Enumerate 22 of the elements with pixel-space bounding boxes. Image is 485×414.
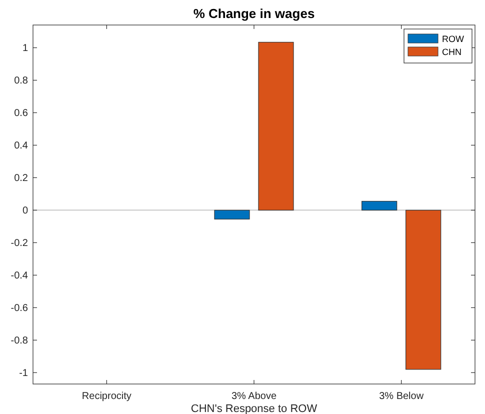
bar — [258, 42, 294, 210]
y-tick-label: 0 — [22, 206, 28, 217]
bar — [362, 200, 398, 210]
x-tick-label: 3% Above — [231, 391, 277, 402]
bar — [406, 210, 442, 370]
y-tick-label: -0.6 — [10, 303, 28, 314]
y-tick-label: 1 — [22, 43, 28, 54]
y-tick-label: 0.8 — [14, 76, 28, 87]
y-tick-label: 0.6 — [14, 108, 28, 120]
chart-title: % Change in wages — [193, 6, 315, 21]
y-tick-label: -1 — [19, 368, 28, 380]
bar — [214, 210, 250, 220]
x-tick-label: Reciprocity — [82, 391, 132, 402]
y-tick-label: -0.4 — [10, 270, 28, 282]
y-tick-label: 0.4 — [14, 140, 28, 152]
legend-label: CHN — [442, 47, 462, 58]
x-tick-label: 3% Below — [379, 391, 424, 402]
x-axis-title: CHN's Response to ROW — [190, 403, 318, 414]
y-tick-label: -0.8 — [10, 336, 28, 347]
legend-label: ROW — [442, 34, 464, 44]
y-tick-label: 0.2 — [14, 173, 28, 184]
y-tick-label: -0.2 — [10, 238, 28, 250]
